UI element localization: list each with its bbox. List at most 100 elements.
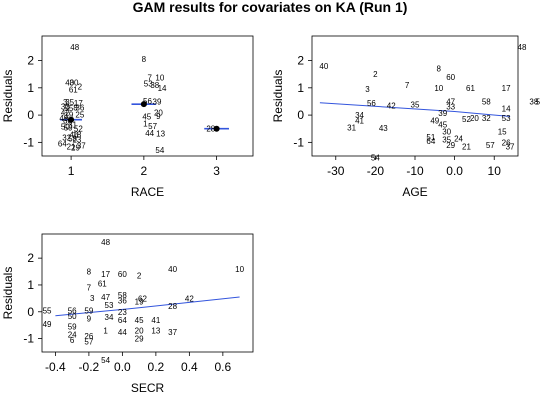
- data-point-label: 56: [143, 97, 152, 106]
- data-point-label: 58: [482, 97, 491, 106]
- data-point-label: 36: [75, 103, 84, 112]
- data-point-label: 19: [135, 298, 144, 307]
- data-point-label: 33: [61, 102, 70, 111]
- data-point-label: 6: [70, 336, 75, 345]
- x-axis-label: RACE: [131, 185, 164, 199]
- data-point-label: 42: [185, 294, 194, 303]
- data-point-label: 3: [365, 85, 370, 94]
- x-tick-label: -30: [327, 164, 345, 178]
- y-tick-label: 1: [297, 81, 304, 95]
- data-point-label: 54: [155, 146, 164, 155]
- x-tick-label: 0.0: [446, 164, 463, 178]
- data-point-label: 14: [502, 104, 511, 113]
- data-point-label: 39: [153, 97, 162, 106]
- data-point-label: 7: [405, 81, 410, 90]
- data-point-label: 24: [454, 134, 463, 143]
- x-tick-label: 10: [488, 164, 502, 178]
- data-point-label: 61: [466, 84, 475, 93]
- x-axis-label: SECR: [131, 381, 165, 395]
- data-point-label: 50: [61, 123, 70, 132]
- data-point-label: 1: [103, 327, 108, 336]
- data-point-label: 45: [135, 316, 144, 325]
- data-point-label: 39: [438, 109, 447, 118]
- data-point-label: 58: [68, 134, 77, 143]
- data-point-label: 55: [43, 306, 52, 315]
- data-point-label: 14: [158, 84, 167, 93]
- data-point-label: 24: [68, 331, 77, 340]
- data-point-label: 52: [74, 125, 83, 134]
- data-point-label: 23: [118, 308, 127, 317]
- data-point-label: 43: [379, 124, 388, 133]
- data-point-label: 8: [142, 55, 147, 64]
- x-tick-label: 3: [213, 164, 220, 178]
- data-point-label: 54: [371, 153, 380, 162]
- data-point-label: 35: [411, 101, 420, 110]
- x-tick-label: 2: [141, 164, 148, 178]
- data-point-label: 34: [105, 313, 114, 322]
- y-tick-label: -1: [23, 332, 34, 346]
- data-point-label: 48: [518, 43, 527, 52]
- data-point-label: 64: [426, 137, 435, 146]
- data-point-label: 26: [84, 332, 93, 341]
- data-point-label: 60: [63, 117, 72, 126]
- data-point-label: 5: [536, 97, 540, 106]
- data-point-label: 59: [64, 123, 73, 132]
- y-tick-label: 2: [297, 54, 304, 68]
- data-point-label: 10: [155, 73, 164, 82]
- data-point-label: 59: [68, 323, 77, 332]
- x-tick-label: -20: [367, 164, 385, 178]
- data-point-label: 2: [78, 82, 83, 91]
- x-tick-label: 0.2: [148, 360, 165, 374]
- y-tick-label: 2: [27, 54, 34, 68]
- data-point-label: 13: [151, 327, 160, 336]
- data-point-label: 57: [84, 337, 93, 346]
- data-point-label: 58: [118, 291, 127, 300]
- data-point-label: 42: [387, 102, 396, 111]
- data-point-label: 53: [502, 114, 511, 123]
- mean-marker: [140, 101, 147, 108]
- data-point-label: 35: [65, 98, 74, 107]
- data-point-label: 40: [65, 78, 74, 87]
- y-axis-label: Residuals: [271, 70, 285, 123]
- data-point-label: 10: [434, 84, 443, 93]
- data-point-label: 46: [70, 131, 79, 140]
- data-point-label: 52: [462, 115, 471, 124]
- data-point-label: 36: [118, 297, 127, 306]
- data-point-label: 57: [486, 141, 495, 150]
- data-point-label: 37: [77, 142, 86, 151]
- data-point-label: 23: [72, 136, 81, 145]
- data-point-label: 21: [67, 142, 76, 151]
- data-point-label: 45: [142, 112, 151, 121]
- y-axis-label: Residuals: [1, 267, 15, 320]
- data-point-label: 41: [151, 316, 160, 325]
- data-point-label: 53: [105, 301, 114, 310]
- data-point-label: 20: [470, 114, 479, 123]
- data-point-label: 29: [446, 141, 455, 150]
- data-point-label: 38: [529, 97, 538, 106]
- data-point-label: 47: [446, 97, 455, 106]
- data-point-label: 53: [144, 80, 153, 89]
- data-point-label: 48: [70, 43, 79, 52]
- data-point-label: 20: [135, 327, 144, 336]
- data-point-label: 40: [168, 265, 177, 274]
- x-tick-label: 0.6: [215, 360, 232, 374]
- data-point-label: 9: [156, 112, 161, 121]
- data-point-label: 20: [154, 108, 163, 117]
- data-point-label: 1: [143, 119, 148, 128]
- x-tick-label: -0.2: [79, 360, 100, 374]
- data-point-label: 29: [71, 143, 80, 152]
- x-tick-label: 0.4: [181, 360, 198, 374]
- data-point-label: 7: [87, 284, 92, 293]
- data-point-label: 64: [58, 140, 67, 149]
- figure-title: GAM results for covariates on KA (Run 1): [133, 0, 408, 15]
- data-point-label: 42: [61, 108, 70, 117]
- data-point-label: 44: [118, 328, 127, 337]
- x-tick-label: 1: [68, 164, 75, 178]
- data-point-label: 44: [145, 129, 154, 138]
- data-point-label: 62: [138, 294, 147, 303]
- data-point-label: 47: [101, 293, 110, 302]
- data-point-label: 55: [64, 104, 73, 113]
